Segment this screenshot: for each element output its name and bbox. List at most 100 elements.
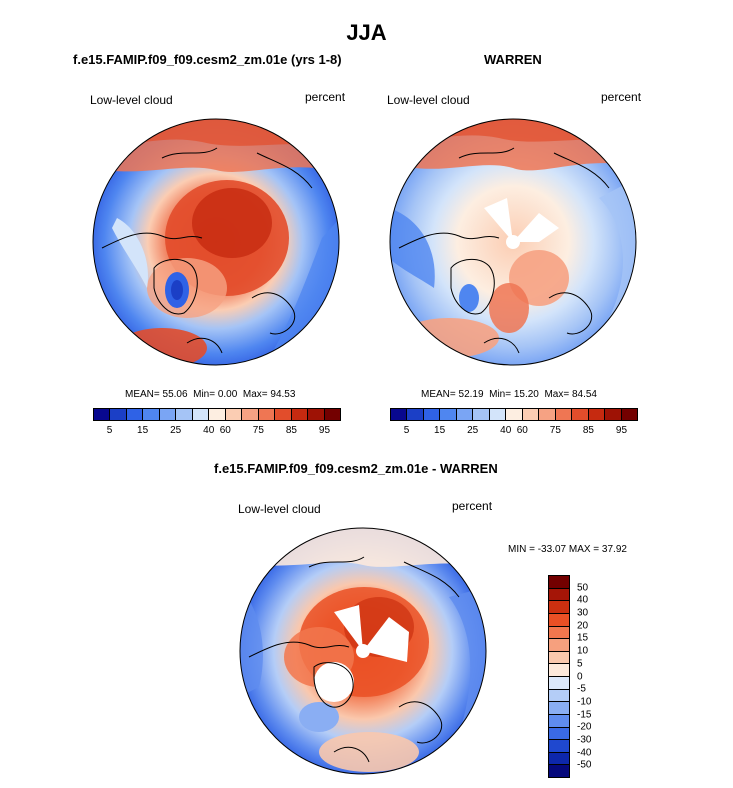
left-colorbar-swatch bbox=[176, 409, 193, 420]
right-colorbar-swatch bbox=[522, 409, 540, 420]
right-colorbar-swatch bbox=[489, 409, 507, 420]
diff-colorbar-swatch bbox=[549, 664, 569, 677]
right-colorbar bbox=[390, 408, 638, 421]
left-colorbar-swatch bbox=[308, 409, 325, 420]
right-colorbar-tick-label: 40 bbox=[500, 425, 512, 436]
diff-colorbar-tick-label: -15 bbox=[577, 709, 592, 721]
right-colorbar-swatch bbox=[572, 409, 589, 420]
left-colorbar-swatch bbox=[126, 409, 144, 420]
right-colorbar-tick-label: 95 bbox=[615, 425, 628, 436]
right-colorbar-tick-label: 85 bbox=[582, 425, 594, 436]
diff-colorbar-tick-label: -50 bbox=[577, 759, 592, 771]
right-polar-map bbox=[389, 118, 637, 366]
diff-colorbar-swatch bbox=[549, 727, 569, 741]
right-colorbar-swatch bbox=[621, 409, 638, 420]
diff-colorbar-swatch bbox=[549, 639, 569, 652]
right-colorbar-swatch bbox=[407, 409, 424, 420]
left-colorbar bbox=[93, 408, 341, 421]
left-colorbar-swatch bbox=[110, 409, 127, 420]
right-colorbar-tick-label: 60 bbox=[516, 425, 528, 436]
left-colorbar-swatch bbox=[94, 409, 111, 420]
left-colorbar-swatch bbox=[242, 409, 259, 420]
right-colorbar-swatch bbox=[555, 409, 573, 420]
left-colorbar-tick-label: 25 bbox=[170, 425, 182, 436]
right-colorbar-tick-label: 25 bbox=[467, 425, 479, 436]
left-colorbar-swatch bbox=[258, 409, 276, 420]
diff-colorbar-swatch bbox=[549, 702, 569, 715]
right-units-label: percent bbox=[601, 90, 642, 104]
right-colorbar-swatch bbox=[456, 409, 474, 420]
diff-colorbar-tick-label: 0 bbox=[577, 671, 583, 682]
diff-colorbar-swatch bbox=[549, 689, 569, 703]
diff-colorbar bbox=[548, 575, 570, 778]
diff-colorbar-swatch bbox=[549, 651, 569, 665]
right-colorbar-tick-label: 75 bbox=[549, 425, 561, 436]
left-mean: MEAN= 55.06 bbox=[125, 389, 188, 400]
diff-stats: MIN = -33.07 MAX = 37.92 bbox=[508, 544, 627, 555]
diff-colorbar-tick-label: -30 bbox=[577, 734, 592, 746]
left-max: Max= 94.53 bbox=[242, 389, 296, 400]
diff-colorbar-tick-label: 5 bbox=[577, 658, 583, 670]
right-mean: MEAN= 52.19 bbox=[421, 389, 484, 400]
right-colorbar-swatch bbox=[506, 409, 523, 420]
left-colorbar-swatch bbox=[159, 409, 177, 420]
diff-colorbar-swatch bbox=[549, 677, 569, 690]
diff-colorbar-tick-label: 20 bbox=[577, 620, 589, 632]
diff-colorbar-swatch bbox=[549, 740, 569, 753]
left-colorbar-tick-label: 85 bbox=[285, 425, 297, 436]
diff-colorbar-swatch bbox=[549, 588, 569, 602]
figure-title: JJA bbox=[346, 20, 387, 45]
right-colorbar-swatch bbox=[423, 409, 441, 420]
left-colorbar-swatch bbox=[324, 409, 341, 420]
diff-colorbar-tick-label: 15 bbox=[577, 632, 589, 644]
left-colorbar-tick-label: 5 bbox=[106, 425, 113, 436]
left-panel-title: f.e15.FAMIP.f09_f09.cesm2_zm.01e (yrs 1-… bbox=[73, 52, 342, 67]
diff-colorbar-tick-label: 30 bbox=[577, 607, 589, 619]
left-colorbar-swatch bbox=[192, 409, 210, 420]
left-colorbar-swatch bbox=[209, 409, 226, 420]
left-stats: MEAN= 55.06 Min= 0.00 Max= 94.53 bbox=[125, 389, 295, 400]
right-variable-label: Low-level cloud bbox=[387, 93, 470, 107]
diff-colorbar-tick-label: -10 bbox=[577, 696, 592, 708]
left-variable-label: Low-level cloud bbox=[90, 93, 173, 107]
right-colorbar-tick-label: 5 bbox=[403, 425, 410, 436]
left-colorbar-tick-label: 15 bbox=[137, 425, 149, 436]
right-min: Min= 15.20 bbox=[489, 389, 539, 400]
left-colorbar-swatch bbox=[143, 409, 160, 420]
left-units-label: percent bbox=[305, 90, 346, 104]
diff-polar-map bbox=[239, 527, 487, 775]
left-polar-map bbox=[92, 118, 340, 366]
diff-colorbar-swatch bbox=[549, 613, 569, 627]
left-colorbar-tick-label: 75 bbox=[252, 425, 264, 436]
right-colorbar-swatch bbox=[391, 409, 408, 420]
diff-colorbar-swatch bbox=[549, 576, 569, 589]
diff-colorbar-swatch bbox=[549, 752, 569, 766]
diff-variable-label: Low-level cloud bbox=[238, 502, 321, 516]
diff-colorbar-swatch bbox=[549, 626, 569, 640]
left-colorbar-swatch bbox=[291, 409, 309, 420]
right-colorbar-swatch bbox=[605, 409, 622, 420]
diff-colorbar-tick-label: 50 bbox=[577, 582, 589, 594]
left-min: Min= 0.00 bbox=[193, 389, 238, 400]
left-colorbar-ticks: 5 15 25 40 60 75 85 95 bbox=[93, 425, 341, 437]
diff-colorbar-ticks: 50 40 30 20 15 10 5 0 -5 -10 -15 -20 -30 -40 -50 bbox=[577, 575, 617, 778]
diff-colorbar-tick-label: -20 bbox=[577, 721, 592, 733]
right-colorbar-ticks: 5 15 25 40 60 75 85 95 bbox=[390, 425, 638, 437]
diff-colorbar-tick-label: 40 bbox=[577, 594, 589, 606]
left-colorbar-tick-label: 60 bbox=[219, 425, 231, 436]
right-colorbar-swatch bbox=[440, 409, 457, 420]
left-colorbar-tick-label: 95 bbox=[318, 425, 331, 436]
diff-colorbar-tick-label: 10 bbox=[577, 645, 589, 657]
diff-colorbar-swatch bbox=[549, 765, 569, 777]
diff-panel-title: f.e15.FAMIP.f09_f09.cesm2_zm.01e - WARRE… bbox=[214, 461, 498, 476]
diff-colorbar-tick-label: -5 bbox=[577, 683, 586, 695]
left-colorbar-swatch bbox=[275, 409, 292, 420]
left-colorbar-tick-label: 40 bbox=[203, 425, 215, 436]
right-colorbar-swatch bbox=[473, 409, 490, 420]
right-colorbar-swatch bbox=[539, 409, 556, 420]
diff-colorbar-swatch bbox=[549, 714, 569, 728]
left-colorbar-swatch bbox=[225, 409, 243, 420]
diff-units-label: percent bbox=[452, 499, 493, 513]
right-stats: MEAN= 52.19 Min= 15.20 Max= 84.54 bbox=[421, 389, 597, 400]
diff-colorbar-tick-label: -40 bbox=[577, 747, 592, 759]
